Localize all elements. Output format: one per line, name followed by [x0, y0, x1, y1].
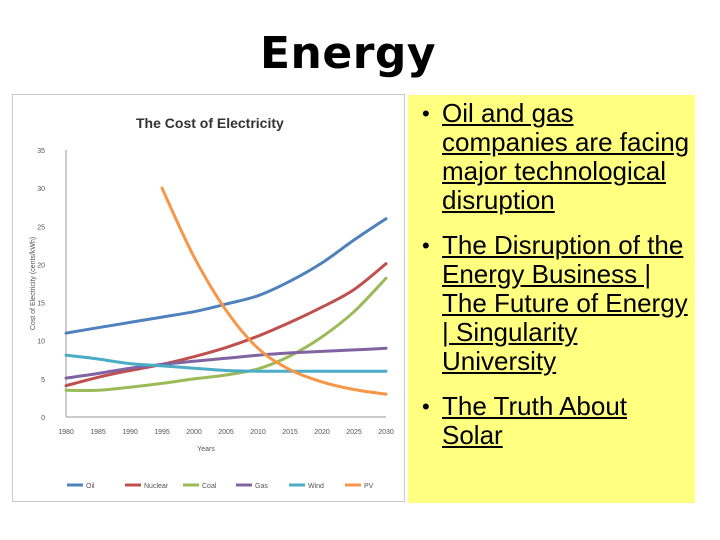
bullet-item: • The Truth About Solar — [418, 392, 691, 450]
bullet-list: • Oil and gas companies are facing major… — [418, 99, 691, 450]
x-tick-label: 2000 — [186, 429, 202, 436]
bullet-item: • The Disruption of the Energy Business … — [418, 231, 691, 376]
y-tick-label: 10 — [37, 339, 45, 346]
y-axis-label: Cost of Electricity (cents/kWh) — [30, 237, 37, 330]
x-tick-label: 1990 — [122, 429, 138, 436]
y-tick-label: 35 — [37, 148, 45, 155]
bullet-dot-icon: • — [422, 394, 430, 419]
series-line-nuclear — [64, 262, 388, 388]
y-tick-label: 5 — [41, 377, 45, 384]
bullet-item: • Oil and gas companies are facing major… — [418, 99, 691, 215]
x-tick-label: 1995 — [154, 429, 170, 436]
bullet-link-oil-gas-disruption[interactable]: Oil and gas companies are facing major t… — [442, 98, 690, 215]
cost-of-electricity-chart: The Cost of Electricity05101520253035198… — [30, 115, 394, 490]
y-tick-label: 30 — [37, 186, 45, 193]
legend-label-wind: Wind — [308, 483, 324, 490]
y-tick-label: 25 — [37, 224, 45, 231]
legend-label-nuclear: Nuclear — [144, 483, 169, 490]
legend-label-gas: Gas — [255, 483, 268, 490]
legend-label-oil: Oil — [86, 483, 95, 490]
series-line-pv — [160, 186, 388, 396]
bullet-link-energy-business-disruption[interactable]: The Disruption of the Energy Business | … — [442, 230, 688, 376]
series-line-coal — [64, 276, 388, 393]
x-tick-label: 2015 — [282, 429, 298, 436]
x-tick-label: 2010 — [250, 429, 266, 436]
y-tick-label: 0 — [41, 415, 45, 422]
x-tick-label: 2030 — [378, 429, 394, 436]
bullet-dot-icon: • — [422, 233, 430, 258]
series-line-oil — [64, 217, 388, 335]
bullet-dot-icon: • — [422, 101, 430, 126]
bullet-list-panel: • Oil and gas companies are facing major… — [408, 95, 695, 503]
x-tick-label: 2005 — [218, 429, 234, 436]
slide-title: Energy — [260, 28, 437, 79]
x-tick-label: 2020 — [314, 429, 330, 436]
legend-label-coal: Coal — [202, 483, 217, 490]
bullet-link-truth-about-solar[interactable]: The Truth About Solar — [442, 391, 628, 450]
x-tick-label: 1985 — [90, 429, 106, 436]
chart-panel: The Cost of Electricity 0 5 10 15 20 25 30 35 198… — [12, 94, 405, 502]
series-line-wind — [64, 353, 388, 373]
x-tick-label: 2025 — [346, 429, 362, 436]
x-tick-label: 1980 — [58, 429, 74, 436]
x-axis-label: Years — [197, 446, 215, 453]
chart-title: The Cost of Electricity — [136, 115, 284, 131]
legend-label-pv: PV — [364, 483, 374, 490]
series-line-gas — [64, 346, 388, 380]
y-tick-label: 15 — [37, 301, 45, 308]
y-tick-label: 20 — [37, 262, 45, 269]
